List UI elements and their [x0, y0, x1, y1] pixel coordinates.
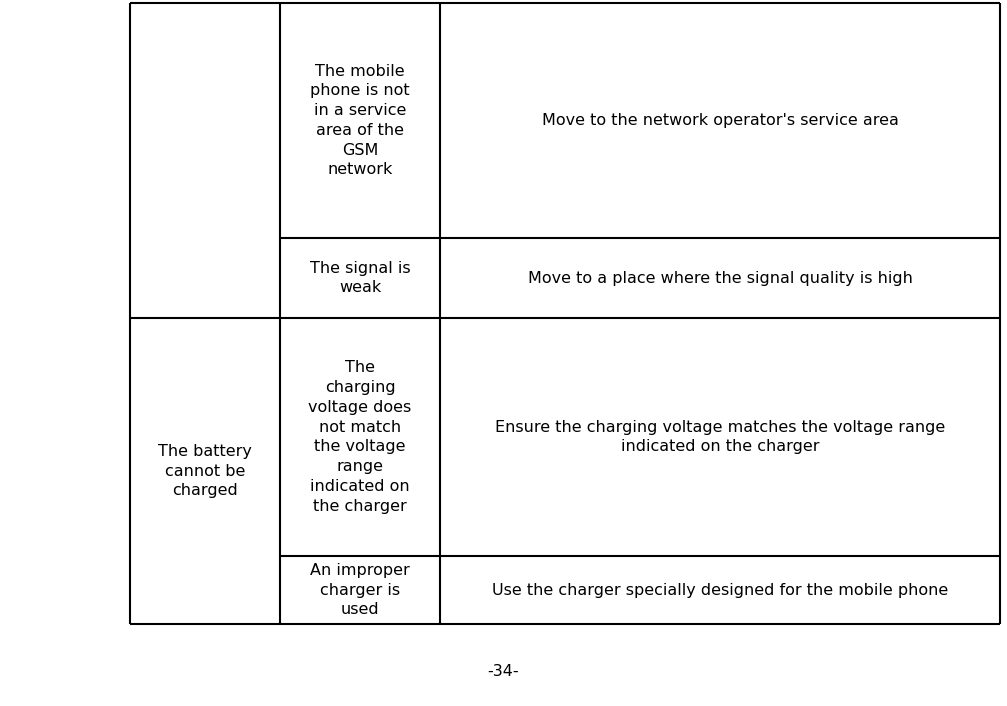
- Text: The
charging
voltage does
not match
the voltage
range
indicated on
the charger: The charging voltage does not match the …: [308, 360, 412, 514]
- Text: Use the charger specially designed for the mobile phone: Use the charger specially designed for t…: [491, 582, 949, 597]
- Text: The mobile
phone is not
in a service
area of the
GSM
network: The mobile phone is not in a service are…: [310, 64, 410, 177]
- Text: -34-: -34-: [487, 664, 520, 679]
- Text: Ensure the charging voltage matches the voltage range
indicated on the charger: Ensure the charging voltage matches the …: [494, 419, 946, 455]
- Text: The signal is
weak: The signal is weak: [310, 261, 410, 295]
- Text: The battery
cannot be
charged: The battery cannot be charged: [158, 443, 252, 498]
- Text: An improper
charger is
used: An improper charger is used: [310, 563, 410, 617]
- Text: Move to the network operator's service area: Move to the network operator's service a…: [542, 113, 898, 128]
- Text: Move to a place where the signal quality is high: Move to a place where the signal quality…: [528, 270, 912, 285]
